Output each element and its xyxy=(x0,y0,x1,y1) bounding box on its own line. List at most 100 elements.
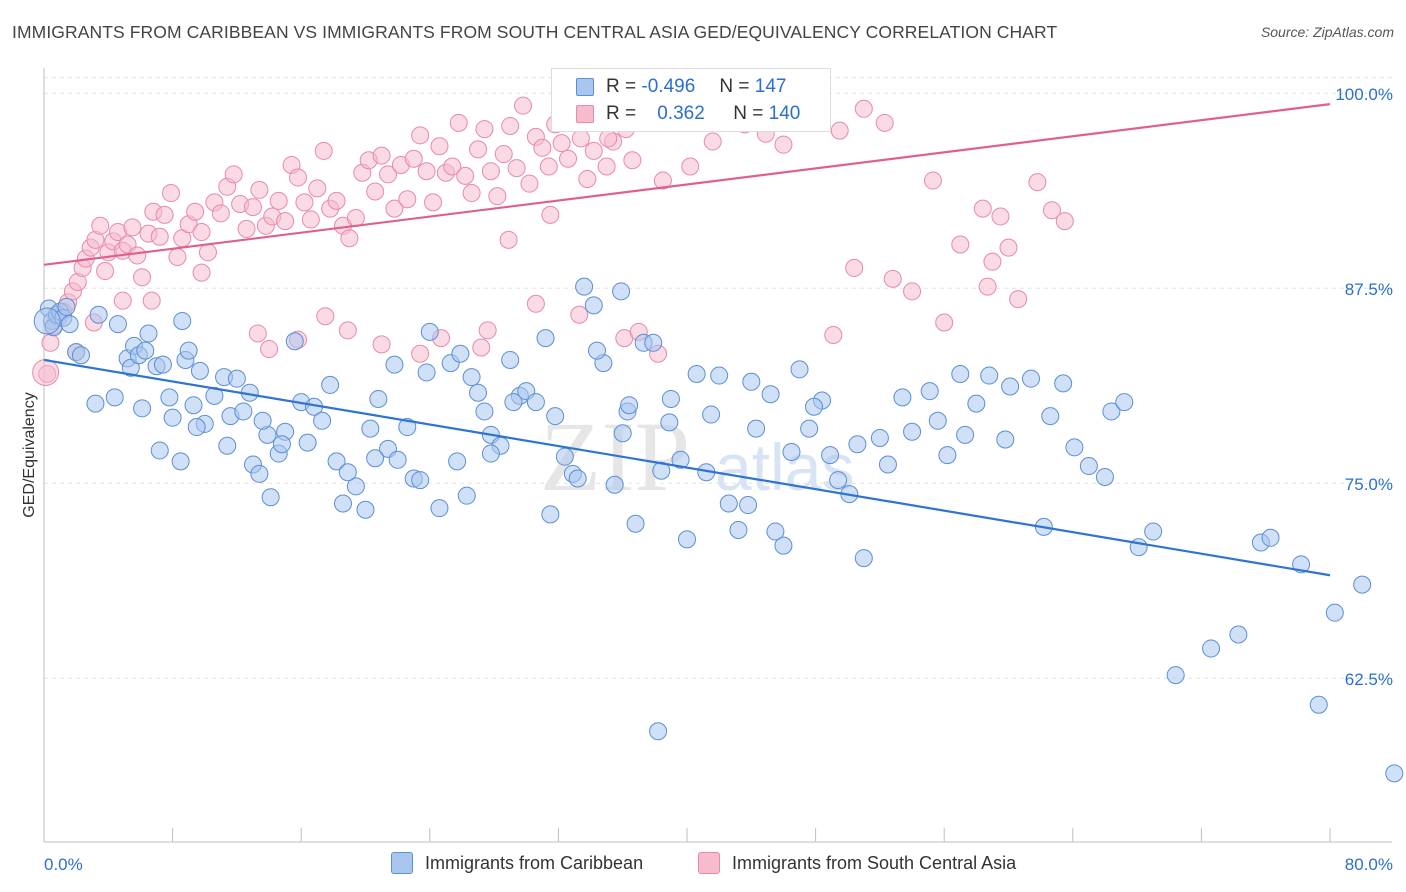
point-south-central-asia xyxy=(478,321,497,340)
point-caribbean xyxy=(804,397,823,416)
point-south-central-asia xyxy=(338,321,357,340)
point-caribbean xyxy=(218,436,237,455)
point-south-central-asia xyxy=(541,205,560,224)
point-caribbean xyxy=(893,388,912,407)
point-caribbean xyxy=(626,514,645,533)
legend-swatch-caribbean xyxy=(391,852,413,874)
point-caribbean xyxy=(1041,407,1060,426)
point-caribbean xyxy=(1095,467,1114,486)
point-caribbean xyxy=(136,341,155,360)
point-caribbean xyxy=(541,505,560,524)
point-caribbean xyxy=(57,297,76,316)
point-caribbean xyxy=(660,413,679,432)
point-caribbean xyxy=(451,344,470,363)
point-caribbean xyxy=(184,396,203,415)
axes xyxy=(43,68,1392,843)
point-caribbean xyxy=(346,477,365,496)
legend-n-value-south-central-asia: 140 xyxy=(768,103,801,124)
point-caribbean xyxy=(150,441,169,460)
point-caribbean xyxy=(139,324,158,343)
point-caribbean xyxy=(430,499,449,518)
series-caribbean-points xyxy=(33,277,1404,783)
point-south-central-asia xyxy=(571,129,590,148)
point-south-central-asia xyxy=(96,262,115,281)
point-south-central-asia xyxy=(462,184,481,203)
point-south-central-asia xyxy=(514,96,533,115)
point-south-central-asia xyxy=(559,149,578,168)
point-caribbean xyxy=(996,430,1015,449)
point-south-central-asia xyxy=(327,191,346,210)
point-caribbean xyxy=(163,408,182,427)
point-caribbean xyxy=(321,375,340,394)
point-south-central-asia xyxy=(539,157,558,176)
y-tick-label: 87.5% xyxy=(1345,280,1393,299)
point-caribbean xyxy=(536,329,555,348)
point-caribbean xyxy=(171,452,190,471)
point-south-central-asia xyxy=(32,358,60,386)
legend-item-caribbean[interactable]: Immigrants from Caribbean xyxy=(391,852,643,874)
point-south-central-asia xyxy=(150,227,169,246)
legend-r-value-caribbean: -0.496 xyxy=(641,76,696,97)
point-caribbean xyxy=(671,450,690,469)
legend-n-label: N = xyxy=(733,103,764,124)
point-south-central-asia xyxy=(472,338,491,357)
legend-row-caribbean: R = -0.496 N = 147 xyxy=(576,75,786,99)
stats-legend: R = -0.496 N = 147 R = 0.362 N = 140 xyxy=(551,68,831,132)
point-south-central-asia xyxy=(951,235,970,254)
point-caribbean xyxy=(938,446,957,465)
x-tick-label-min: 0.0% xyxy=(44,855,83,874)
point-south-central-asia xyxy=(973,199,992,218)
point-south-central-asia xyxy=(488,187,507,206)
point-caribbean xyxy=(790,360,809,379)
point-south-central-asia xyxy=(526,294,545,313)
point-south-central-asia xyxy=(224,165,243,184)
point-south-central-asia xyxy=(845,258,864,277)
point-caribbean xyxy=(967,394,986,413)
legend-n-label: N = xyxy=(719,76,750,97)
legend-r-value-south-central-asia: 0.362 xyxy=(657,103,705,124)
point-south-central-asia xyxy=(703,132,722,151)
point-caribbean xyxy=(980,366,999,385)
point-caribbean xyxy=(338,463,357,482)
point-caribbean xyxy=(1261,528,1280,547)
point-caribbean xyxy=(385,355,404,374)
point-south-central-asia xyxy=(346,209,365,227)
point-caribbean xyxy=(108,315,127,334)
point-south-central-asia xyxy=(681,157,700,176)
point-caribbean xyxy=(504,393,523,412)
point-south-central-asia xyxy=(340,229,359,248)
point-south-central-asia xyxy=(314,141,333,160)
point-caribbean xyxy=(105,388,124,407)
point-south-central-asia xyxy=(91,216,110,235)
point-caribbean xyxy=(333,494,352,513)
point-south-central-asia xyxy=(288,168,307,187)
point-south-central-asia xyxy=(155,205,174,224)
point-caribbean xyxy=(702,405,721,424)
point-caribbean xyxy=(250,464,269,483)
point-caribbean xyxy=(800,419,819,438)
legend-swatch-south-central-asia xyxy=(698,852,720,874)
point-caribbean xyxy=(903,422,922,441)
point-south-central-asia xyxy=(875,113,894,132)
point-caribbean xyxy=(501,350,520,369)
point-caribbean xyxy=(1166,666,1185,685)
point-caribbean xyxy=(584,296,603,315)
legend-row-south-central-asia: R = 0.362 N = 140 xyxy=(576,102,800,126)
legend-item-south-central-asia[interactable]: Immigrants from South Central Asia xyxy=(698,852,1016,874)
legend-label-south-central-asia: Immigrants from South Central Asia xyxy=(732,852,1017,873)
point-caribbean xyxy=(160,388,179,407)
point-caribbean xyxy=(457,486,476,505)
point-caribbean xyxy=(951,365,970,383)
point-south-central-asia xyxy=(133,268,152,287)
point-south-central-asia xyxy=(269,191,288,210)
point-caribbean xyxy=(747,419,766,438)
point-south-central-asia xyxy=(198,243,217,262)
point-caribbean xyxy=(253,411,272,430)
point-south-central-asia xyxy=(507,159,526,178)
legend-swatch-blue xyxy=(576,78,594,96)
point-south-central-asia xyxy=(411,344,430,363)
point-caribbean xyxy=(1115,393,1134,412)
point-caribbean xyxy=(481,444,500,463)
point-caribbean xyxy=(272,435,291,454)
point-caribbean xyxy=(398,418,417,437)
